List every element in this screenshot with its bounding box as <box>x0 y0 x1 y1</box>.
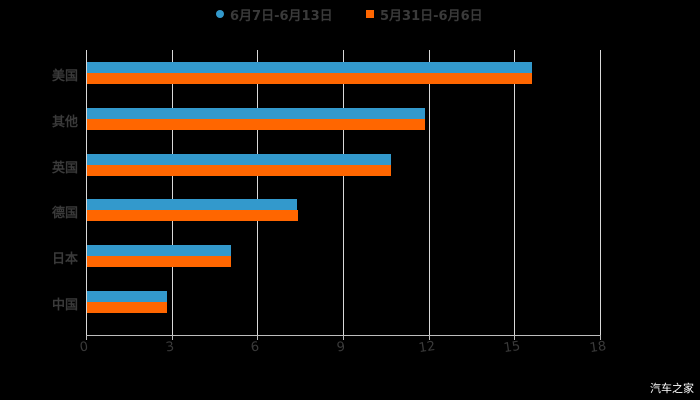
category-label: 德国 <box>51 206 78 222</box>
axis-tick <box>257 335 258 340</box>
axis-tick <box>514 335 515 340</box>
category-label: 中国 <box>51 298 78 313</box>
bar-series-2[interactable] <box>87 302 167 313</box>
category-label: 英国 <box>51 160 78 176</box>
axis-tick <box>600 335 601 340</box>
legend-label: 5月31日-6月6日 <box>380 8 483 24</box>
bar-series-2[interactable] <box>87 118 425 130</box>
plot-area <box>86 50 601 340</box>
bar-series-2[interactable] <box>87 210 298 222</box>
bar-series-1[interactable] <box>87 245 231 257</box>
bar-series-1[interactable] <box>87 291 167 302</box>
category-label: 其他 <box>51 114 78 130</box>
legend-item-series-2[interactable]: 5月31日-6月6日 <box>366 4 483 24</box>
axis-tick <box>86 335 87 340</box>
bar-series-1[interactable] <box>87 107 425 119</box>
bar-series-1[interactable] <box>87 62 532 73</box>
bar-series-1[interactable] <box>87 199 297 211</box>
bar-series-2[interactable] <box>87 256 231 268</box>
gridline <box>600 50 601 335</box>
legend-square-icon <box>366 10 374 18</box>
legend-label: 6月7日-6月13日 <box>230 8 333 24</box>
axis-tick <box>343 335 344 340</box>
category-label: 日本 <box>51 252 78 268</box>
legend-item-series-1[interactable]: 6月7日-6月13日 <box>216 4 333 24</box>
x-tick-label: 9 <box>335 339 347 356</box>
gridline <box>514 50 515 335</box>
bar-series-1[interactable] <box>87 153 391 165</box>
x-tick-label: 12 <box>417 338 437 357</box>
gridline <box>257 50 258 335</box>
bar-series-2[interactable] <box>87 164 391 176</box>
gridline <box>429 50 430 335</box>
chart-legend: 6月7日-6月13日 5月31日-6月6日 <box>0 4 700 24</box>
bar-series-2[interactable] <box>87 73 532 84</box>
x-tick-label: 6 <box>249 339 261 356</box>
category-label: 美国 <box>51 69 78 84</box>
legend-circle-icon <box>216 10 224 18</box>
watermark: 汽车之家 <box>650 382 694 395</box>
gridline <box>86 50 87 335</box>
x-axis-line <box>86 335 601 336</box>
x-tick-label: 0 <box>78 339 90 356</box>
x-tick-label: 3 <box>164 339 176 356</box>
x-tick-label: 18 <box>588 338 608 357</box>
x-tick-label: 15 <box>502 338 522 357</box>
gridline <box>343 50 344 335</box>
axis-tick <box>429 335 430 340</box>
axis-tick <box>172 335 173 340</box>
gridline <box>172 50 173 335</box>
